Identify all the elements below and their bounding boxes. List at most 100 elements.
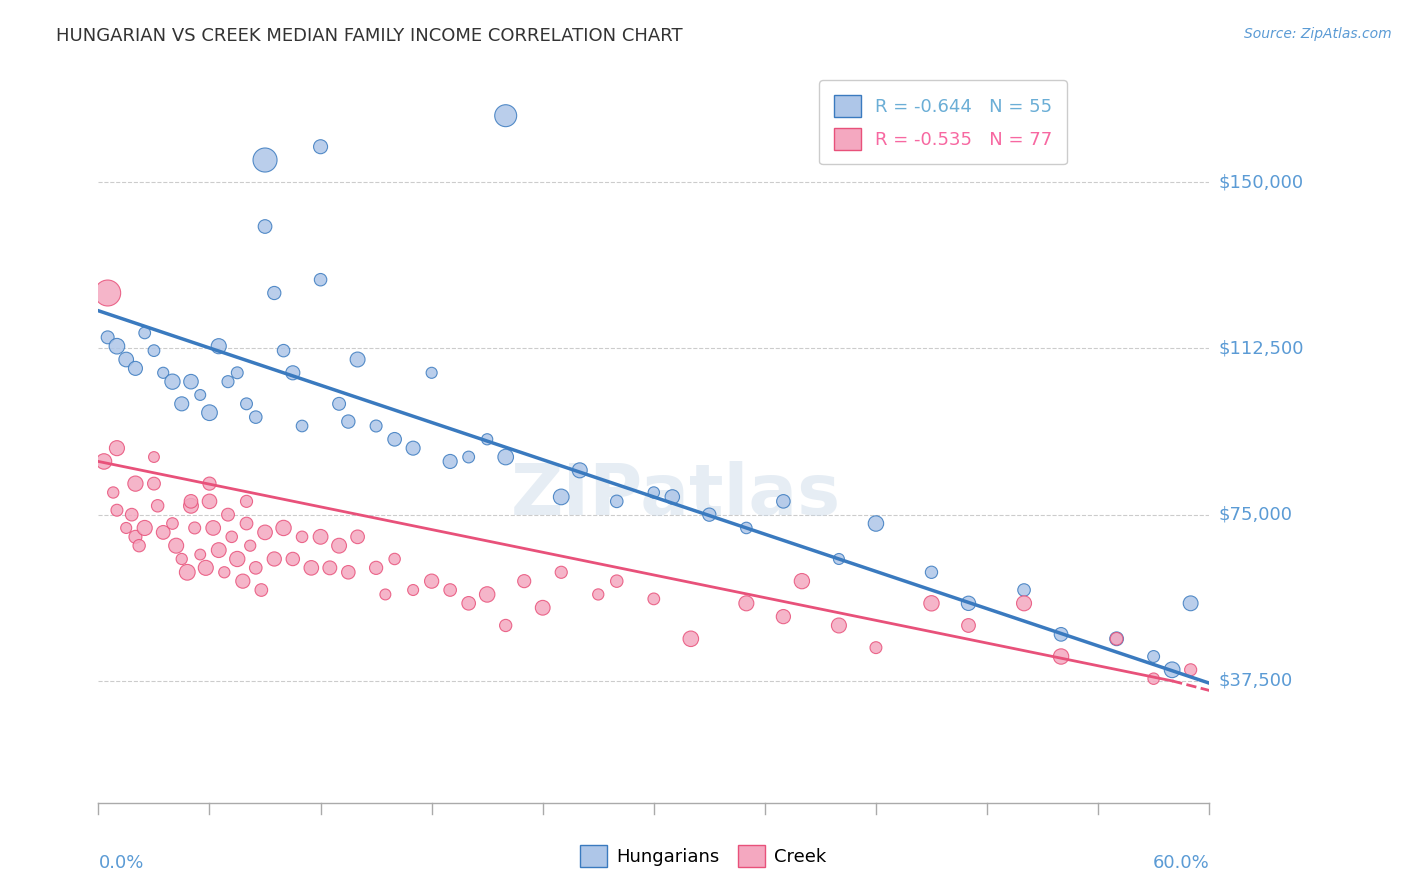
Point [643, 485, 665, 500]
Point [1143, 649, 1166, 664]
Point [162, 375, 184, 389]
Point [643, 591, 665, 606]
Point [1105, 632, 1128, 646]
Point [121, 508, 143, 522]
Point [531, 600, 554, 615]
Point [299, 561, 322, 575]
Point [1012, 596, 1035, 610]
Point [921, 566, 943, 580]
Point [235, 397, 257, 411]
Text: 0.0%: 0.0% [98, 854, 143, 872]
Point [124, 361, 146, 376]
Text: $112,500: $112,500 [1219, 340, 1303, 358]
Point [865, 640, 887, 655]
Text: $37,500: $37,500 [1219, 672, 1292, 690]
Point [384, 432, 406, 446]
Point [221, 530, 243, 544]
Point [232, 574, 254, 589]
Point [180, 375, 202, 389]
Point [328, 397, 350, 411]
Point [253, 219, 276, 234]
Point [235, 494, 257, 508]
Point [457, 450, 479, 464]
Point [180, 499, 202, 513]
Point [291, 530, 314, 544]
Point [273, 521, 295, 535]
Point [253, 525, 276, 540]
Point [239, 539, 262, 553]
Point [309, 139, 332, 153]
Point [568, 463, 591, 477]
Point [93, 454, 115, 468]
Point [115, 521, 138, 535]
Point [1050, 627, 1073, 641]
Point [97, 330, 120, 344]
Point [152, 525, 174, 540]
Point [790, 574, 813, 589]
Point [162, 516, 184, 531]
Point [550, 566, 572, 580]
Point [495, 109, 517, 123]
Point [1180, 663, 1202, 677]
Point [263, 285, 285, 300]
Point [828, 552, 851, 566]
Point [1143, 672, 1166, 686]
Point [439, 454, 461, 468]
Point [439, 582, 461, 597]
Point [606, 574, 628, 589]
Point [346, 530, 368, 544]
Point [735, 596, 758, 610]
Text: HUNGARIAN VS CREEK MEDIAN FAMILY INCOME CORRELATION CHART: HUNGARIAN VS CREEK MEDIAN FAMILY INCOME … [56, 27, 683, 45]
Point [366, 561, 388, 575]
Point [165, 539, 187, 553]
Point [134, 326, 156, 340]
Point [128, 539, 150, 553]
Point [420, 366, 443, 380]
Point [152, 366, 174, 380]
Point [772, 494, 794, 508]
Point [214, 566, 236, 580]
Point [828, 618, 851, 632]
Point [699, 508, 721, 522]
Point [170, 397, 193, 411]
Point [513, 574, 536, 589]
Point [250, 582, 273, 597]
Point [495, 618, 517, 632]
Point [146, 499, 169, 513]
Point [495, 450, 517, 464]
Text: $150,000: $150,000 [1219, 173, 1303, 191]
Point [170, 552, 193, 566]
Text: 60.0%: 60.0% [1153, 854, 1209, 872]
Point [217, 508, 239, 522]
Point [550, 490, 572, 504]
Point [384, 552, 406, 566]
Point [105, 441, 128, 455]
Point [194, 561, 217, 575]
Point [366, 419, 388, 434]
Point [346, 352, 368, 367]
Point [115, 352, 138, 367]
Point [402, 441, 425, 455]
Point [291, 419, 314, 434]
Point [180, 494, 202, 508]
Point [105, 339, 128, 353]
Text: $75,000: $75,000 [1219, 506, 1292, 524]
Point [198, 476, 221, 491]
Point [198, 406, 221, 420]
Point [921, 596, 943, 610]
Point [103, 485, 125, 500]
Point [1105, 632, 1128, 646]
Point [337, 566, 360, 580]
Point [188, 548, 211, 562]
Point [143, 476, 166, 491]
Point [1050, 649, 1073, 664]
Point [337, 415, 360, 429]
Point [309, 530, 332, 544]
Point [124, 530, 146, 544]
Point [1012, 582, 1035, 597]
Point [235, 516, 257, 531]
Point [457, 596, 479, 610]
Point [957, 618, 980, 632]
Point [1161, 663, 1184, 677]
Point [865, 516, 887, 531]
